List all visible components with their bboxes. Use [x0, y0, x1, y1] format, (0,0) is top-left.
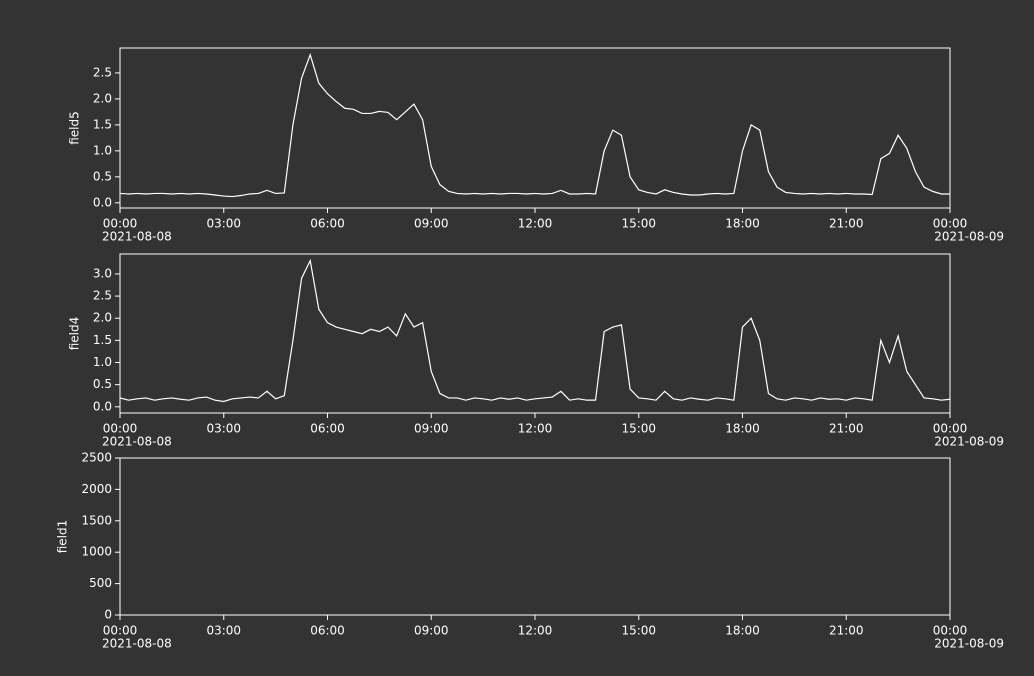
x-tick-label: 12:00: [518, 624, 553, 638]
x-tick-label: 00:00: [103, 422, 138, 436]
x-tick-label: 15:00: [621, 624, 656, 638]
data-line: [119, 258, 951, 403]
x-end-date: 2021-08-09: [934, 637, 1004, 651]
x-tick-label: 03:00: [206, 624, 241, 638]
y-tick-label: 0.0: [93, 399, 112, 413]
y-tick-label: 0: [104, 608, 112, 622]
y-tick-label: 0.5: [93, 377, 112, 391]
y-axis-label: field5: [68, 111, 82, 145]
x-tick-label: 00:00: [933, 217, 968, 231]
x-tick-label: 18:00: [725, 422, 760, 436]
y-tick-label: 2000: [81, 482, 112, 496]
y-tick-label: 1.0: [93, 143, 112, 157]
x-tick-label: 00:00: [103, 624, 138, 638]
x-end-date: 2021-08-09: [934, 435, 1004, 449]
x-tick-label: 09:00: [414, 217, 449, 231]
plot-frame: [119, 47, 951, 209]
x-tick-label: 09:00: [414, 624, 449, 638]
x-tick-label: 00:00: [933, 624, 968, 638]
x-tick-label: 15:00: [621, 422, 656, 436]
y-tick-label: 2.0: [93, 91, 112, 105]
x-start-date: 2021-08-08: [102, 435, 172, 449]
y-tick-label: 0.0: [93, 195, 112, 209]
y-tick-label: 1000: [81, 545, 112, 559]
x-tick-label: 12:00: [518, 217, 553, 231]
x-tick-label: 21:00: [829, 422, 864, 436]
x-tick-label: 06:00: [310, 217, 345, 231]
x-tick-label: 21:00: [829, 217, 864, 231]
y-tick-label: 2.0: [93, 311, 112, 325]
x-tick-label: 03:00: [206, 217, 241, 231]
x-start-date: 2021-08-08: [102, 637, 172, 651]
y-tick-label: 2.5: [93, 65, 112, 79]
data-line: [119, 52, 950, 198]
x-end-date: 2021-08-09: [934, 230, 1004, 244]
y-axis-label: field4: [68, 317, 82, 351]
x-tick-label: 00:00: [933, 422, 968, 436]
x-tick-label: 06:00: [310, 422, 345, 436]
x-tick-label: 06:00: [310, 624, 345, 638]
y-tick-label: 1.5: [93, 333, 112, 347]
x-tick-label: 18:00: [725, 624, 760, 638]
plot-frame: [119, 253, 951, 414]
y-tick-label: 3.0: [93, 266, 112, 280]
x-tick-label: 21:00: [829, 624, 864, 638]
y-tick-label: 0.5: [93, 169, 112, 183]
x-tick-label: 03:00: [206, 422, 241, 436]
y-tick-label: 1.0: [93, 355, 112, 369]
y-axis-label: field1: [56, 520, 70, 554]
x-start-date: 2021-08-08: [102, 230, 172, 244]
y-tick-label: 500: [89, 576, 112, 590]
y-tick-label: 1.5: [93, 117, 112, 131]
x-tick-label: 09:00: [414, 422, 449, 436]
y-tick-label: 2500: [81, 451, 112, 465]
x-tick-label: 00:00: [103, 217, 138, 231]
plot-frame: [119, 457, 951, 616]
y-tick-label: 2.5: [93, 289, 112, 303]
y-tick-label: 1500: [81, 513, 112, 527]
x-tick-label: 12:00: [518, 422, 553, 436]
x-tick-label: 15:00: [621, 217, 656, 231]
x-tick-label: 18:00: [725, 217, 760, 231]
